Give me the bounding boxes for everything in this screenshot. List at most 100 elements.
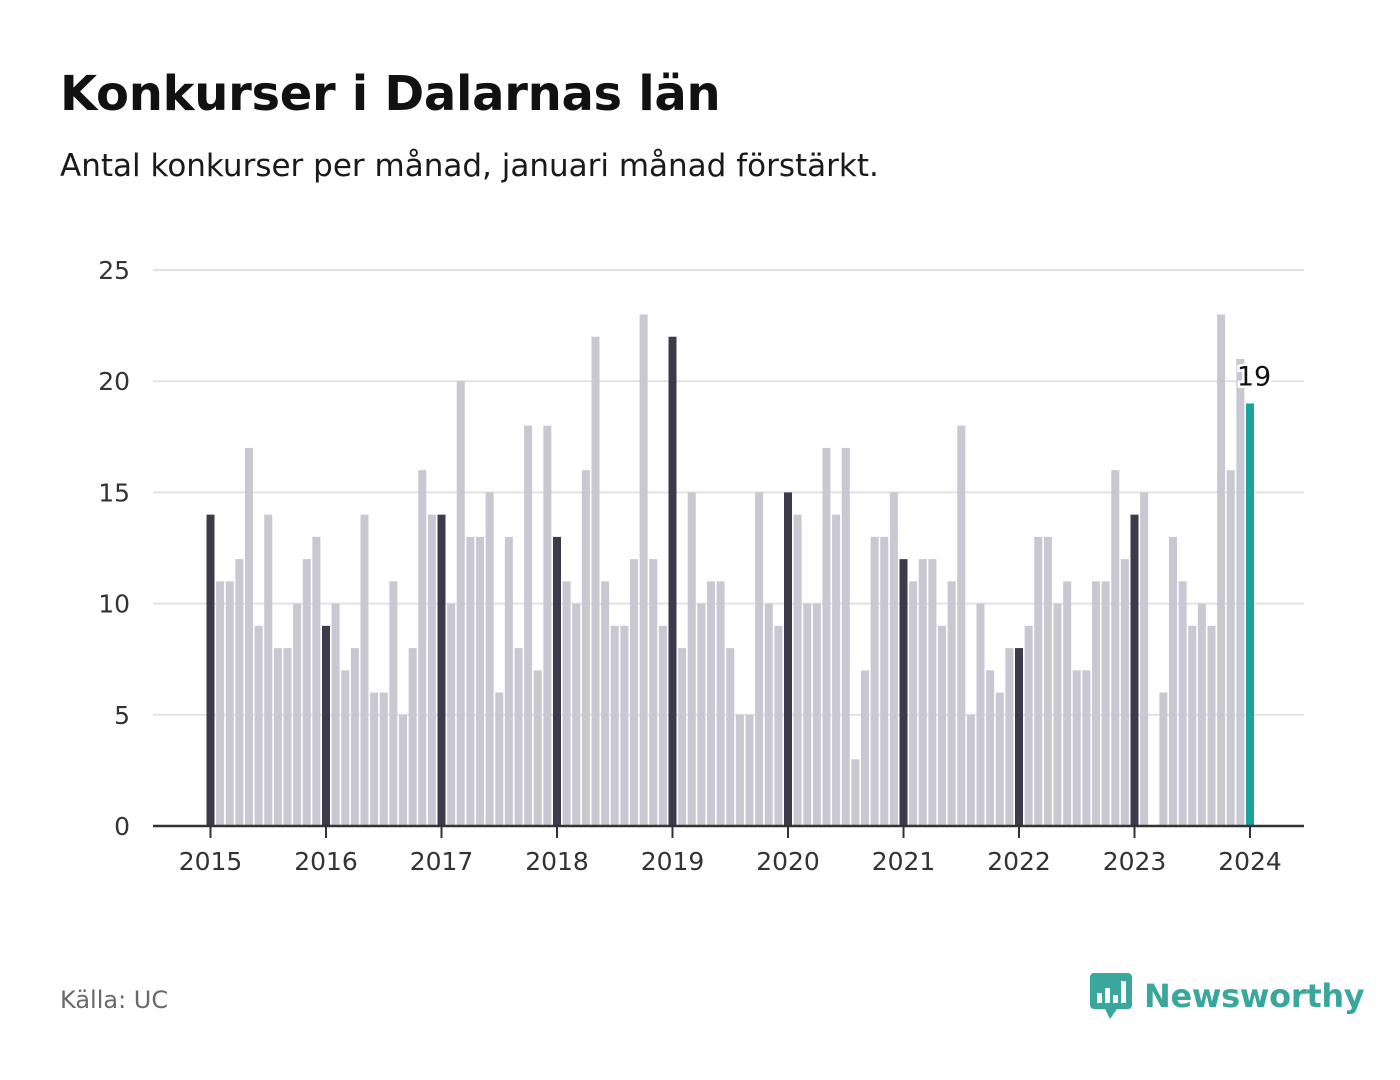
bar [610, 625, 619, 826]
brand-name: Newsworthy [1144, 977, 1365, 1015]
bar [687, 492, 696, 826]
bar [745, 714, 754, 826]
bar [668, 336, 677, 826]
bar [1217, 314, 1226, 826]
bar [283, 648, 292, 826]
bar [1082, 670, 1091, 826]
bar [524, 425, 533, 826]
bar [533, 670, 542, 826]
latest-value-label: 19 [1237, 361, 1271, 392]
bar [601, 581, 610, 826]
x-tick-label: 2021 [872, 847, 936, 876]
bar [793, 514, 802, 826]
bar [755, 492, 764, 826]
bar [1120, 559, 1129, 826]
bar [581, 470, 590, 826]
bar [466, 536, 475, 826]
x-tick-label: 2017 [410, 847, 474, 876]
bar [822, 447, 831, 826]
y-tick-label: 15 [98, 478, 130, 507]
x-tick-label: 2019 [641, 847, 705, 876]
bar [774, 625, 783, 826]
bar [1130, 514, 1139, 826]
bar [986, 670, 995, 826]
bar [812, 603, 821, 826]
bar [918, 559, 927, 826]
x-tick-label: 2023 [1103, 847, 1167, 876]
newsworthy-logo: Newsworthy [1090, 970, 1365, 1022]
bar [716, 581, 725, 826]
bar [707, 581, 715, 826]
bar [976, 603, 985, 826]
bar [1034, 536, 1043, 826]
bar [235, 559, 244, 826]
bar [697, 603, 706, 826]
bar [456, 381, 465, 826]
bar [216, 581, 225, 826]
bars [206, 314, 1254, 826]
y-tick-label: 10 [98, 590, 130, 619]
bar [437, 514, 446, 826]
bar [389, 581, 398, 826]
chart-subtitle: Antal konkurser per månad, januari månad… [60, 148, 879, 184]
bar [1236, 358, 1245, 826]
bar [553, 536, 561, 826]
bar [726, 648, 735, 826]
bar [322, 625, 330, 826]
y-tick-label: 0 [114, 812, 130, 841]
bar [966, 714, 975, 826]
bar [1101, 581, 1110, 826]
bar [658, 625, 667, 826]
bar [293, 603, 302, 826]
bar [447, 603, 456, 826]
bar [880, 536, 889, 826]
bar [764, 603, 773, 826]
bar-chart: 0 5 10 15 20 25 19 2015 2016 2017 2018 2019 2020 2021… [98, 256, 1304, 876]
bar [206, 514, 215, 826]
bar [1246, 403, 1254, 826]
bar [889, 492, 898, 826]
bar [1053, 603, 1062, 826]
x-tick-label: 2020 [756, 847, 820, 876]
bar [870, 536, 879, 826]
bar [254, 625, 263, 826]
bar [341, 670, 350, 826]
bar [1207, 625, 1216, 826]
bar [1063, 581, 1072, 826]
bar [1072, 670, 1081, 826]
bar [649, 559, 658, 826]
bar [476, 536, 484, 826]
bar [427, 514, 436, 826]
bar [938, 625, 946, 826]
bar [562, 581, 571, 826]
bar [1111, 470, 1120, 826]
y-tick-label: 5 [114, 701, 130, 730]
bar [591, 336, 600, 826]
source-note: Källa: UC [60, 986, 169, 1014]
bar [620, 625, 629, 826]
bar [1188, 625, 1197, 826]
bar [331, 603, 340, 826]
bar [399, 714, 407, 826]
bar [1005, 648, 1014, 826]
bar [264, 514, 273, 826]
bar [928, 559, 937, 826]
bar [1140, 492, 1149, 826]
bar [947, 581, 956, 826]
y-tick-label: 20 [98, 367, 130, 396]
bar [370, 692, 379, 826]
bar [832, 514, 841, 826]
bar [841, 447, 850, 826]
bar [1092, 581, 1100, 826]
bar [735, 714, 744, 826]
bar [418, 470, 427, 826]
bar [909, 581, 918, 826]
bar [225, 581, 234, 826]
bar [312, 536, 321, 826]
bar-chart-logo-icon [1090, 973, 1132, 1019]
bar [861, 670, 869, 826]
bar [302, 559, 311, 826]
bar [273, 648, 282, 826]
bar [504, 536, 513, 826]
bar [572, 603, 581, 826]
